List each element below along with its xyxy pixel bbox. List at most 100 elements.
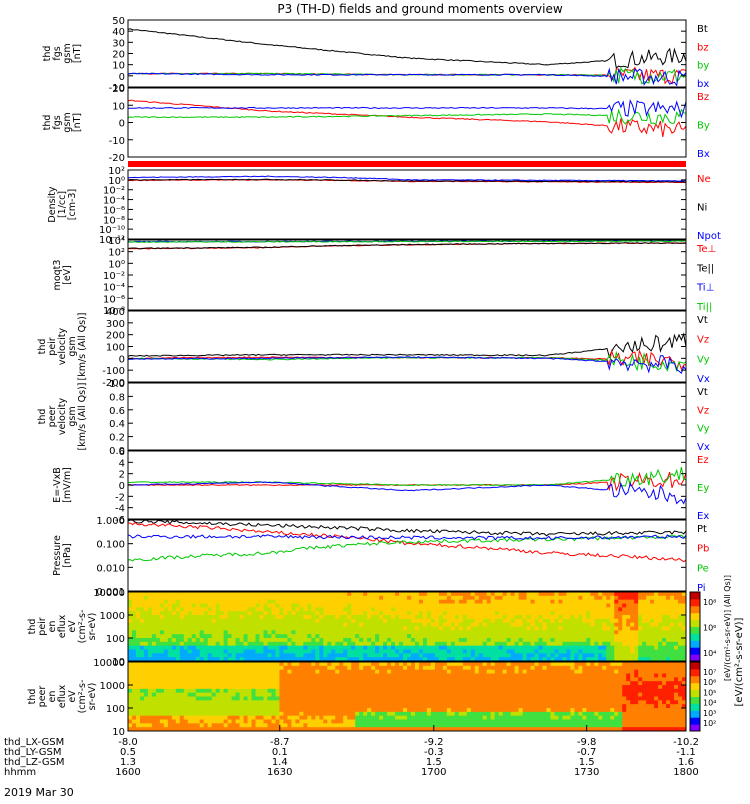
- heatmap-cell: [483, 611, 487, 615]
- heatmap-cell: [152, 592, 156, 596]
- heatmap-cell: [176, 634, 180, 638]
- heatmap-cell: [343, 619, 347, 623]
- heatmap-cell: [519, 716, 523, 720]
- heatmap-cell: [415, 674, 419, 678]
- heatmap-cell: [196, 708, 200, 712]
- heatmap-cell: [523, 674, 527, 678]
- heatmap-cell: [140, 627, 144, 631]
- heatmap-cell: [200, 712, 204, 716]
- heatmap-cell: [244, 681, 248, 685]
- heatmap-cell: [554, 642, 558, 646]
- heatmap-cell: [503, 607, 507, 611]
- heatmap-cell: [570, 685, 574, 689]
- heatmap-cell: [228, 689, 232, 693]
- heatmap-cell: [531, 642, 535, 646]
- heatmap-cell: [295, 596, 299, 600]
- heatmap-cell: [136, 627, 140, 631]
- heatmap-cell: [327, 638, 331, 642]
- heatmap-cell: [379, 630, 383, 634]
- heatmap-cell: [232, 662, 236, 666]
- heatmap-cell: [200, 630, 204, 634]
- heatmap-cell: [678, 596, 682, 600]
- heatmap-cell: [483, 662, 487, 666]
- heatmap-cell: [248, 666, 252, 670]
- heatmap-cell: [678, 607, 682, 611]
- heatmap-cell: [590, 723, 594, 727]
- heatmap-cell: [467, 646, 471, 650]
- heatmap-cell: [319, 611, 323, 615]
- heatmap-cell: [411, 693, 415, 697]
- heatmap-cell: [359, 723, 363, 727]
- heatmap-cell: [371, 704, 375, 708]
- heatmap-cell: [236, 642, 240, 646]
- heatmap-cell: [347, 697, 351, 701]
- heatmap-cell: [160, 723, 164, 727]
- heatmap-cell: [240, 697, 244, 701]
- heatmap-cell: [459, 611, 463, 615]
- heatmap-cell: [459, 697, 463, 701]
- heatmap-cell: [407, 596, 411, 600]
- heatmap-cell: [271, 615, 275, 619]
- heatmap-cell: [303, 634, 307, 638]
- heatmap-cell: [471, 666, 475, 670]
- heatmap-cell: [487, 697, 491, 701]
- heatmap-cell: [367, 596, 371, 600]
- heatmap-cell: [606, 693, 610, 697]
- heatmap-cell: [451, 634, 455, 638]
- heatmap-cell: [303, 712, 307, 716]
- heatmap-cell: [192, 704, 196, 708]
- heatmap-cell: [371, 619, 375, 623]
- heatmap-cell: [531, 653, 535, 657]
- heatmap-cell: [399, 712, 403, 716]
- heatmap-cell: [208, 638, 212, 642]
- heatmap-cell: [184, 653, 188, 657]
- heatmap-cell: [248, 685, 252, 689]
- heatmap-cell: [574, 615, 578, 619]
- heatmap-cell: [339, 685, 343, 689]
- heatmap-cell: [204, 604, 208, 608]
- heatmap-cell: [164, 666, 168, 670]
- heatmap-cell: [403, 611, 407, 615]
- heatmap-cell: [216, 693, 220, 697]
- heatmap-cell: [307, 693, 311, 697]
- heatmap-cell: [176, 720, 180, 724]
- heatmap-cell: [642, 634, 646, 638]
- heatmap-cell: [132, 712, 136, 716]
- heatmap-cell: [327, 716, 331, 720]
- heatmap-cell: [152, 697, 156, 701]
- legend-bx: Bx: [697, 149, 710, 160]
- heatmap-cell: [371, 653, 375, 657]
- heatmap-cell: [395, 604, 399, 608]
- heatmap-cell: [303, 689, 307, 693]
- heatmap-cell: [610, 638, 614, 642]
- heatmap-cell: [311, 611, 315, 615]
- heatmap-cell: [586, 653, 590, 657]
- heatmap-cell: [419, 700, 423, 704]
- heatmap-cell: [519, 596, 523, 600]
- heatmap-cell: [415, 689, 419, 693]
- heatmap-cell: [323, 642, 327, 646]
- heatmap-cell: [523, 720, 527, 724]
- heatmap-cell: [443, 653, 447, 657]
- heatmap-cell: [463, 700, 467, 704]
- heatmap-cell: [192, 681, 196, 685]
- heatmap-cell: [307, 712, 311, 716]
- heatmap-cell: [180, 596, 184, 600]
- heatmap-cell: [415, 607, 419, 611]
- heatmap-cell: [523, 627, 527, 631]
- heatmap-cell: [264, 604, 268, 608]
- heatmap-cell: [160, 619, 164, 623]
- heatmap-cell: [403, 681, 407, 685]
- heatmap-cell: [487, 712, 491, 716]
- heatmap-cell: [204, 677, 208, 681]
- heatmap-cell: [558, 689, 562, 693]
- heatmap-cell: [646, 592, 650, 596]
- heatmap-cell: [435, 693, 439, 697]
- heatmap-cell: [283, 670, 287, 674]
- heatmap-cell: [299, 662, 303, 666]
- heatmap-cell: [391, 653, 395, 657]
- heatmap-cell: [443, 677, 447, 681]
- heatmap-cell: [403, 723, 407, 727]
- heatmap-cell: [523, 689, 527, 693]
- heatmap-cell: [562, 619, 566, 623]
